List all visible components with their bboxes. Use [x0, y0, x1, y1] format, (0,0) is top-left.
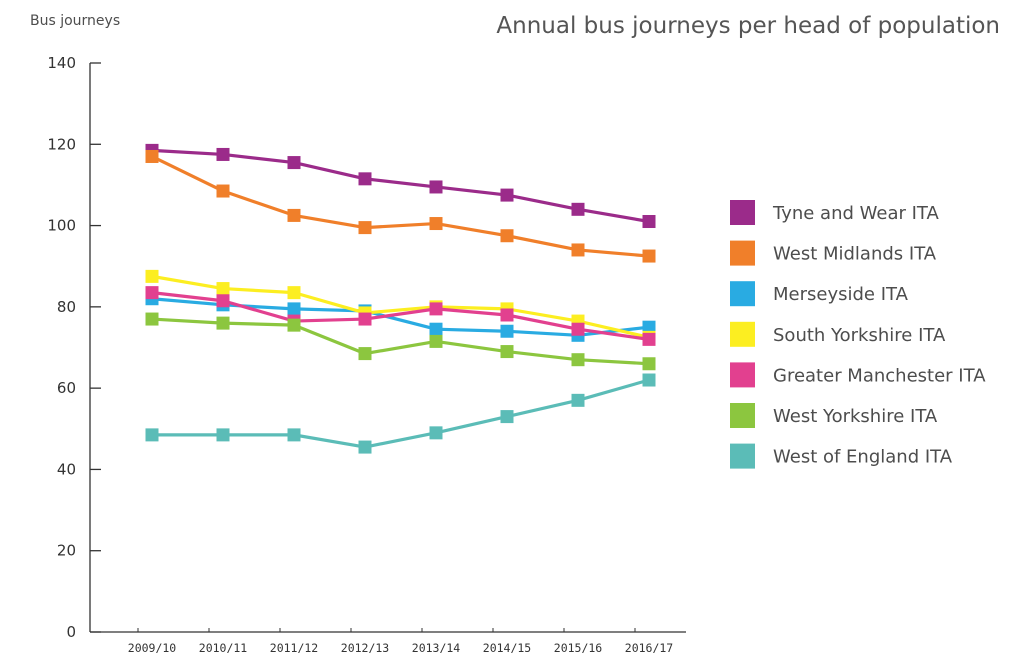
- x-tick-label: 2010/11: [199, 641, 248, 655]
- y-tick-label: 60: [57, 379, 76, 397]
- data-point-marker: [642, 357, 656, 371]
- data-point-marker: [358, 221, 372, 235]
- data-point-marker: [500, 410, 514, 424]
- data-point-marker: [500, 345, 514, 359]
- data-point-marker: [429, 217, 443, 231]
- legend-swatch: [730, 240, 755, 266]
- legend-label: West of England ITA: [773, 447, 953, 468]
- y-tick-label: 0: [66, 623, 76, 641]
- x-tick-label: 2015/16: [554, 641, 603, 655]
- data-point-marker: [145, 286, 159, 300]
- data-point-marker: [642, 373, 656, 387]
- legend-swatch: [730, 362, 755, 388]
- data-point-marker: [642, 249, 656, 263]
- data-point-marker: [500, 324, 514, 338]
- y-tick-label: 120: [47, 135, 76, 153]
- y-tick-label: 140: [47, 54, 76, 72]
- legend-swatch: [730, 443, 755, 469]
- data-point-marker: [287, 428, 301, 442]
- data-point-marker: [358, 440, 372, 454]
- data-point-marker: [571, 202, 585, 216]
- y-axis-label: Bus journeys: [30, 13, 120, 29]
- series-line: [150, 274, 651, 339]
- x-tick-label: 2016/17: [625, 641, 674, 655]
- data-point-marker: [358, 312, 372, 326]
- data-point-marker: [429, 426, 443, 440]
- series-lines: [150, 148, 651, 449]
- data-point-marker: [287, 156, 301, 170]
- axes: 0 20 40 60 80 100 120 140 2009/10 2010/11 2011/12 2…: [47, 54, 686, 655]
- data-point-marker: [500, 308, 514, 322]
- data-point-marker: [216, 428, 230, 442]
- data-point-marker: [429, 334, 443, 348]
- data-point-marker: [287, 208, 301, 222]
- data-point-marker: [429, 180, 443, 194]
- data-point-marker: [429, 302, 443, 316]
- y-tick-label: 80: [57, 298, 76, 316]
- series-line: [150, 378, 651, 449]
- data-point-marker: [571, 243, 585, 257]
- legend-label: West Midlands ITA: [773, 244, 937, 265]
- data-point-marker: [216, 282, 230, 296]
- data-point-marker: [145, 312, 159, 326]
- data-point-marker: [287, 302, 301, 316]
- series-line: [150, 154, 651, 258]
- data-point-marker: [358, 347, 372, 361]
- legend-swatch: [730, 200, 755, 225]
- data-point-marker: [571, 353, 585, 367]
- data-point-marker: [216, 294, 230, 308]
- data-point-marker: [500, 229, 514, 243]
- data-point-marker: [500, 188, 514, 202]
- data-point-marker: [642, 320, 656, 334]
- x-tick-label: 2014/15: [483, 641, 531, 655]
- y-tick-label: 40: [57, 460, 76, 478]
- data-point-marker: [145, 269, 159, 283]
- data-point-marker: [642, 332, 656, 346]
- legend-swatch: [730, 403, 755, 428]
- x-tick-label: 2009/10: [128, 641, 177, 655]
- data-point-marker: [216, 184, 230, 198]
- data-point-marker: [429, 322, 443, 336]
- data-point-marker: [145, 428, 159, 442]
- legend: Tyne and Wear ITA West Midlands ITA Mersey…: [730, 200, 986, 469]
- legend-swatch: [730, 281, 755, 307]
- legend-label: South Yorkshire ITA: [773, 325, 946, 346]
- legend-label: West Yorkshire ITA: [773, 406, 938, 427]
- y-tick-label: 20: [57, 542, 76, 560]
- x-tick-label: 2012/13: [341, 641, 390, 655]
- series-line: [150, 317, 651, 366]
- data-point-marker: [571, 393, 585, 407]
- legend-label: Merseyside ITA: [773, 284, 909, 305]
- x-tick-label: 2013/14: [412, 641, 461, 655]
- series-line: [150, 291, 651, 341]
- legend-label: Tyne and Wear ITA: [772, 203, 940, 224]
- data-point-marker: [287, 286, 301, 300]
- y-tick-label: 100: [47, 217, 76, 235]
- series-markers: [145, 143, 656, 454]
- chart-title: Annual bus journeys per head of populati…: [496, 13, 1000, 39]
- legend-swatch: [730, 321, 755, 347]
- data-point-marker: [145, 149, 159, 163]
- data-point-marker: [358, 172, 372, 186]
- series-line: [150, 148, 651, 224]
- data-point-marker: [571, 322, 585, 336]
- data-point-marker: [642, 215, 656, 229]
- data-point-marker: [216, 316, 230, 330]
- x-tick-label: 2011/12: [270, 641, 318, 655]
- data-point-marker: [287, 318, 301, 332]
- data-point-marker: [216, 147, 230, 161]
- legend-label: Greater Manchester ITA: [773, 365, 986, 386]
